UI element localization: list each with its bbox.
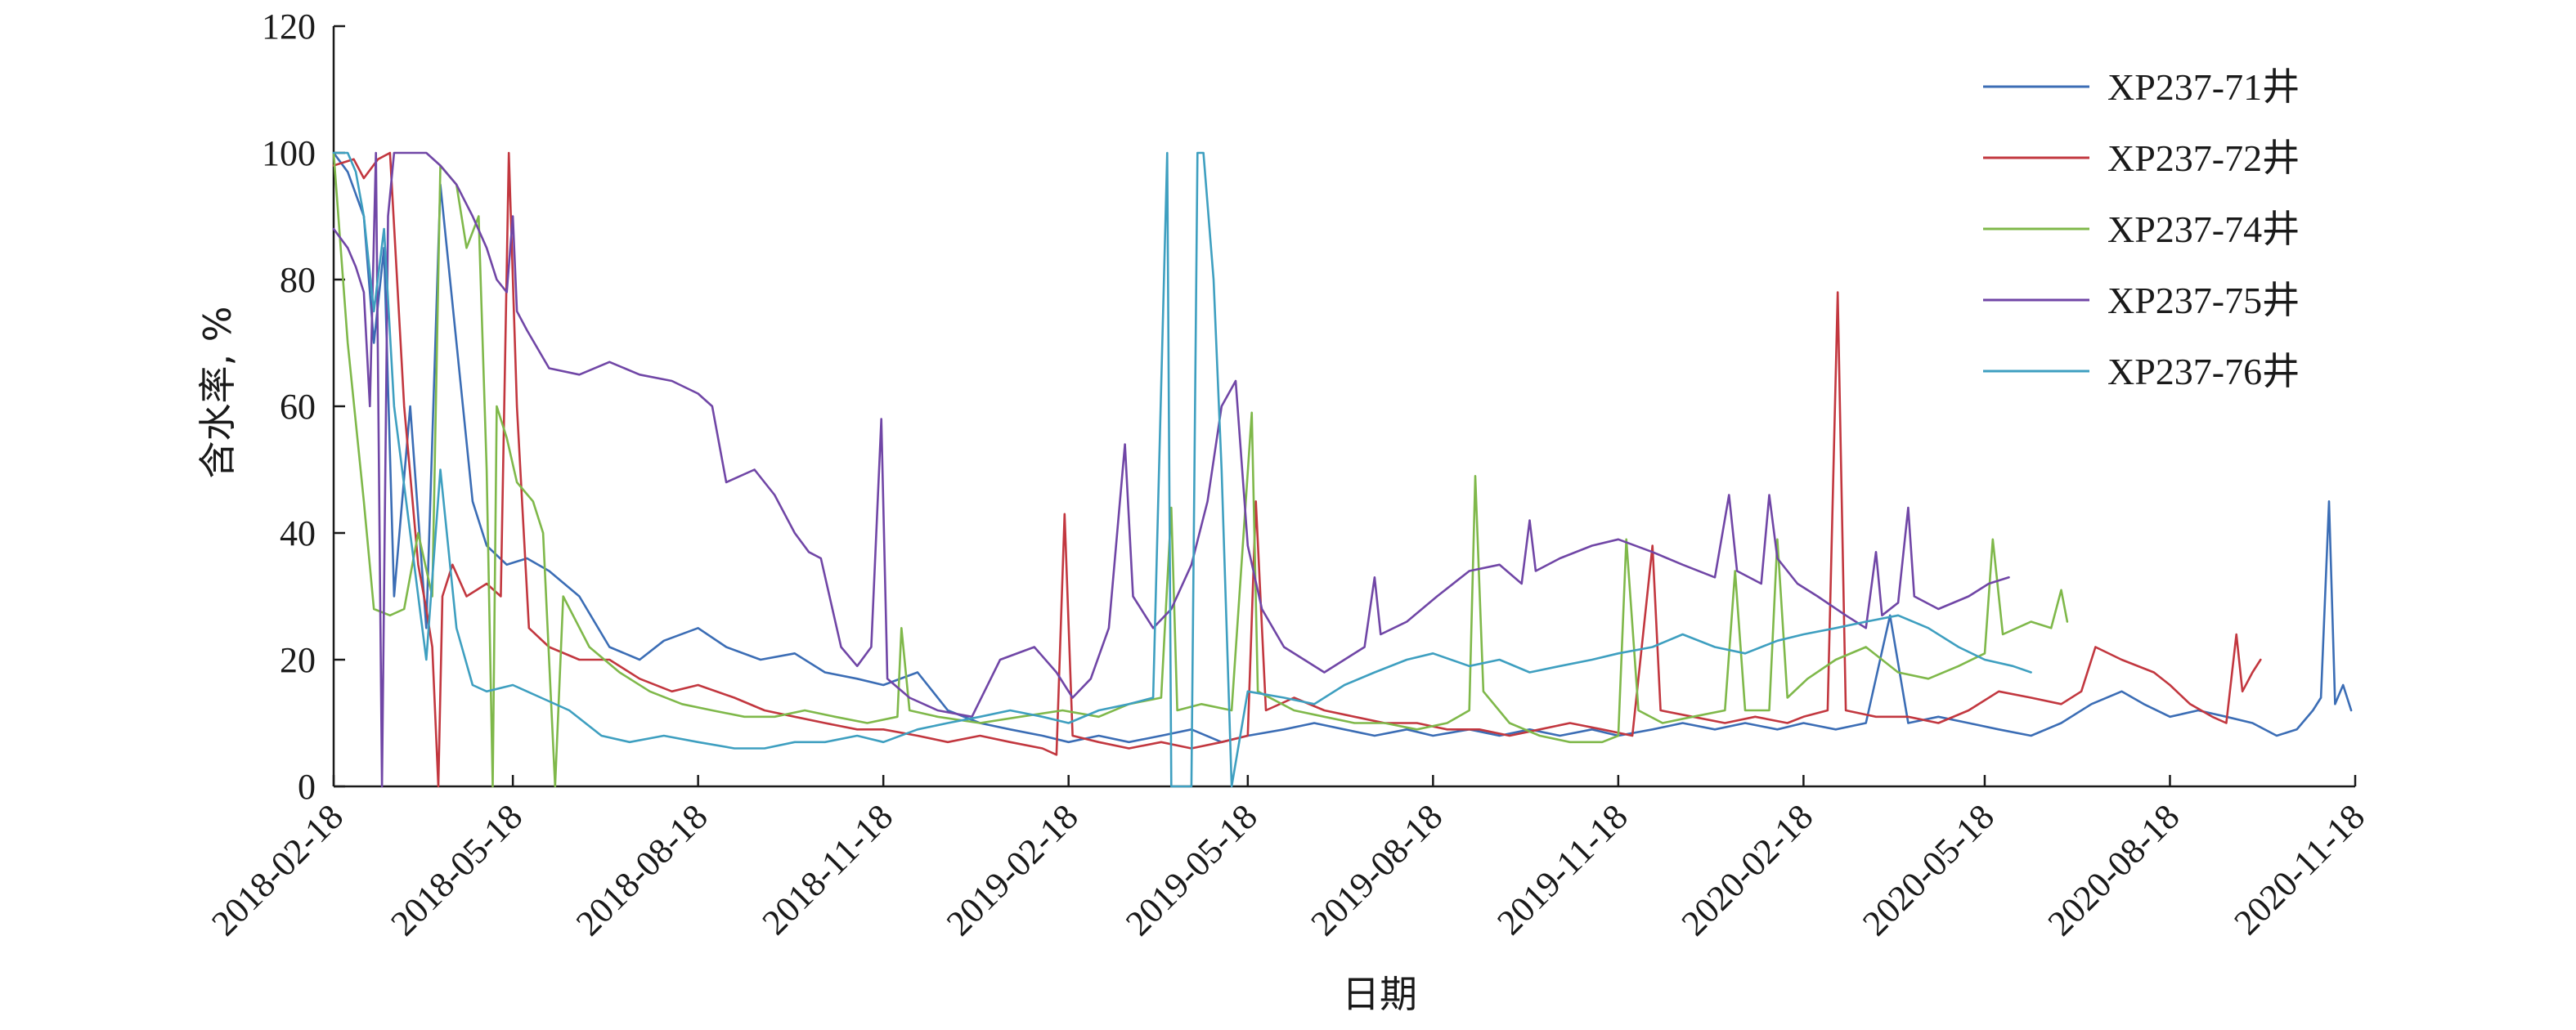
x-tick-label: 2020-05-18	[1855, 796, 2002, 943]
x-tick-label: 2020-11-18	[2226, 796, 2372, 943]
x-tick-label: 2019-11-18	[1489, 796, 1636, 943]
legend-label-3: XP237-74井	[2107, 208, 2300, 250]
legend-label-1: XP237-71井	[2107, 66, 2300, 108]
x-tick-label: 2020-08-18	[2040, 796, 2188, 943]
y-tick-label: 60	[280, 387, 316, 427]
axes: 0 20 40 60 80 100 120 2018-02-18 2018-05-18 2018-…	[204, 7, 2372, 943]
legend-label-2: XP237-72井	[2107, 137, 2300, 179]
x-tick-label: 2019-05-18	[1118, 796, 1265, 943]
legend-label-4: XP237-75井	[2107, 280, 2300, 321]
x-tick-label: 2020-02-18	[1674, 796, 1821, 943]
y-tick-label: 80	[280, 260, 316, 300]
series-lines	[332, 151, 2353, 788]
x-tick-label: 2018-11-18	[755, 796, 901, 943]
x-tick-label: 2018-02-18	[204, 796, 351, 943]
x-tick-label: 2018-05-18	[383, 796, 530, 943]
legend: XP237-71井 XP237-72井 XP237-74井 XP237-75井 XP23…	[1983, 66, 2300, 392]
y-tick-label: 20	[280, 640, 316, 680]
series-line-5	[332, 151, 2032, 788]
series-line-4	[332, 151, 2010, 788]
series-line-2	[332, 151, 2262, 788]
y-tick-label: 100	[262, 133, 316, 173]
x-tick-label: 2018-08-18	[568, 796, 716, 943]
y-tick-label: 120	[262, 7, 316, 47]
legend-label-5: XP237-76井	[2107, 351, 2300, 392]
x-axis-title: 日期	[1342, 972, 1417, 1016]
series-line-3	[332, 151, 2069, 788]
y-tick-label: 0	[298, 767, 316, 807]
y-tick-label: 40	[280, 513, 316, 553]
x-tick-label: 2019-02-18	[939, 796, 1086, 943]
series-line-1	[332, 151, 2353, 744]
y-axis-title: 含水率, %	[195, 307, 240, 479]
x-tick-label: 2019-08-18	[1304, 796, 1451, 943]
